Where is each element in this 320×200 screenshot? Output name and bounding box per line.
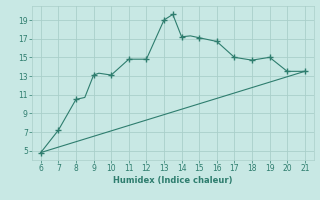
X-axis label: Humidex (Indice chaleur): Humidex (Indice chaleur) [113, 176, 233, 185]
